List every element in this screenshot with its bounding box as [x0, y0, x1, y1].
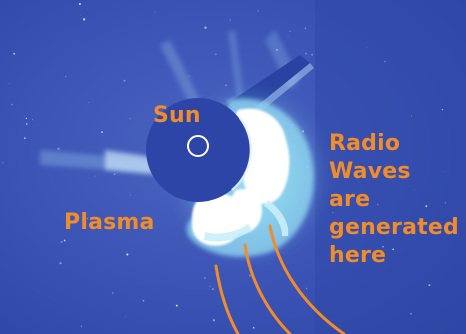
star — [425, 205, 428, 208]
star — [64, 75, 67, 78]
star — [31, 119, 34, 121]
radio-wave-arc — [243, 243, 292, 334]
star — [80, 325, 83, 327]
star — [8, 83, 10, 84]
star — [392, 248, 395, 251]
star — [123, 79, 126, 82]
star — [257, 10, 259, 12]
star — [306, 287, 308, 289]
star — [59, 262, 62, 265]
star — [25, 117, 28, 120]
radio-waves-label-line: Radio — [329, 131, 401, 156]
star — [125, 316, 127, 318]
star — [87, 218, 89, 220]
star — [63, 239, 66, 242]
sky-right-band — [315, 0, 466, 334]
radio-wave-arcs — [214, 224, 346, 334]
star — [204, 277, 206, 279]
star — [410, 313, 412, 315]
star — [142, 299, 145, 302]
occulting-disk-rim — [231, 117, 253, 191]
star — [188, 75, 190, 77]
star — [11, 103, 13, 106]
star — [60, 240, 63, 243]
star — [80, 14, 81, 16]
occulting-disk — [146, 98, 250, 202]
star — [339, 163, 341, 165]
star — [371, 137, 373, 139]
star — [444, 202, 446, 204]
star — [204, 26, 207, 29]
star — [428, 284, 431, 287]
star — [113, 173, 116, 176]
sun-marker-icon — [187, 135, 209, 157]
star — [175, 304, 178, 307]
star — [249, 274, 252, 277]
star — [57, 147, 60, 150]
star — [126, 253, 129, 256]
star — [209, 285, 211, 288]
radio-wave-arc — [214, 264, 240, 334]
star — [129, 118, 131, 120]
star — [26, 123, 28, 125]
star — [287, 35, 289, 36]
star — [38, 291, 39, 293]
star — [413, 189, 415, 190]
star — [212, 319, 215, 322]
star — [88, 102, 90, 104]
star — [305, 52, 308, 55]
star — [82, 18, 86, 21]
star — [384, 60, 386, 63]
star — [94, 175, 96, 177]
cme-filament-structure — [204, 200, 289, 242]
star — [154, 11, 156, 13]
star — [411, 115, 413, 117]
star — [13, 52, 16, 55]
star — [129, 194, 131, 196]
star — [311, 54, 313, 56]
radio-waves-label-line: are — [329, 187, 371, 212]
star — [376, 203, 379, 206]
star — [444, 171, 445, 173]
star — [225, 84, 227, 86]
star — [101, 131, 103, 134]
plasma-label: Plasma — [64, 210, 155, 235]
sun-label: Sun — [153, 103, 201, 128]
star — [112, 292, 114, 294]
radio-waves-label: Radio Waves are generated here — [329, 130, 459, 270]
star — [382, 246, 384, 248]
radio-waves-label-line: here — [329, 243, 387, 268]
radio-wave-arc — [268, 224, 346, 334]
star — [215, 53, 217, 56]
radio-waves-label-line: generated — [329, 215, 459, 240]
star — [23, 137, 26, 140]
star — [441, 108, 444, 111]
star — [252, 326, 255, 329]
radio-waves-label-line: Waves — [329, 159, 411, 184]
star — [366, 47, 368, 49]
star — [289, 30, 291, 32]
star — [78, 2, 81, 6]
star — [332, 212, 334, 214]
star — [304, 27, 307, 29]
star — [229, 19, 231, 21]
star — [212, 288, 214, 290]
star — [2, 162, 4, 164]
